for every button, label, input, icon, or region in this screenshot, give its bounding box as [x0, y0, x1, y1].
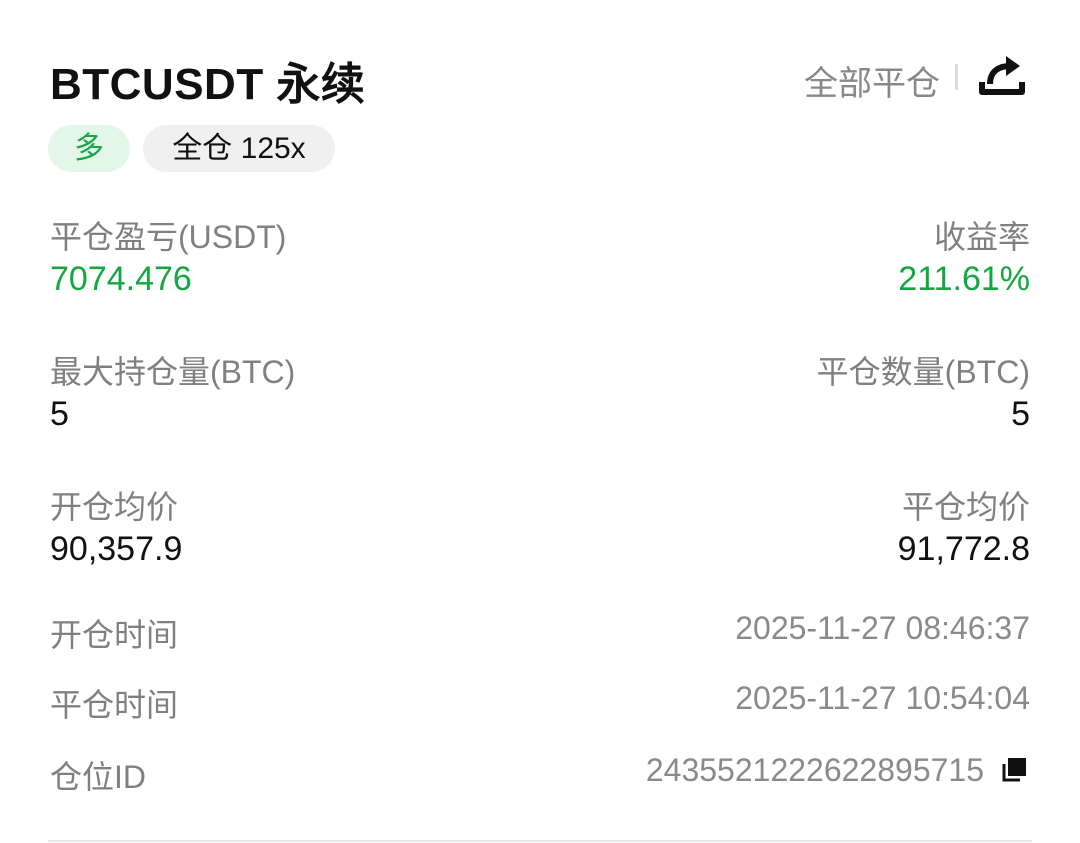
close-time-label: 平仓时间 — [50, 687, 179, 723]
pnl-label: 平仓盈亏(USDT) — [50, 219, 287, 255]
open-time-value: 2025-11-27 08:46:37 — [735, 610, 1030, 646]
bottom-divider — [48, 840, 1032, 842]
close-avg-value: 91,772.8 — [897, 530, 1030, 568]
open-time-label: 开仓时间 — [50, 617, 179, 653]
position-id-value: 2435521222622895715 — [645, 752, 984, 788]
open-avg-value: 90,357.9 — [50, 530, 183, 568]
divider — [955, 64, 958, 90]
close-all-button[interactable]: 全部平仓 — [804, 65, 940, 103]
closed-qty-value: 5 — [1011, 395, 1030, 433]
close-avg-label: 平仓均价 — [901, 489, 1030, 525]
pnl-value: 7074.476 — [50, 260, 192, 298]
closed-qty-label: 平仓数量(BTC) — [816, 354, 1030, 390]
close-time-value: 2025-11-27 10:54:04 — [735, 680, 1030, 716]
roi-value: 211.61% — [898, 260, 1030, 298]
margin-mode-badge: 全仓 125x — [143, 125, 335, 172]
copy-icon[interactable] — [1000, 756, 1028, 784]
side-badge: 多 — [48, 125, 130, 172]
roi-label: 收益率 — [933, 219, 1030, 255]
max-position-value: 5 — [50, 395, 69, 433]
position-id-label: 仓位ID — [50, 759, 147, 795]
share-icon[interactable] — [978, 52, 1026, 100]
page-title: BTCUSDT 永续 — [50, 60, 366, 109]
max-position-label: 最大持仓量(BTC) — [50, 354, 296, 390]
open-avg-label: 开仓均价 — [50, 489, 179, 525]
